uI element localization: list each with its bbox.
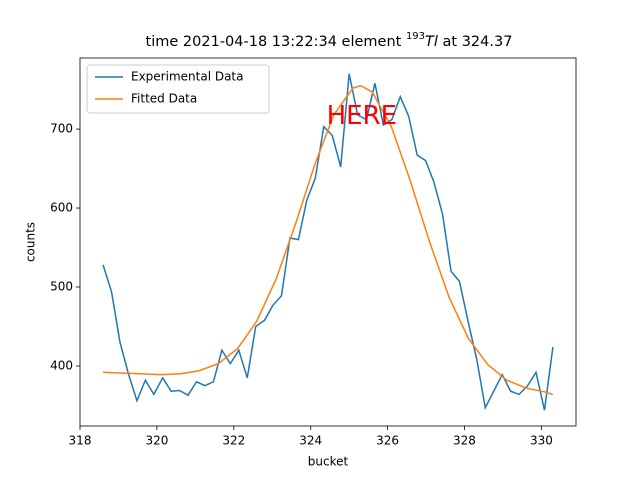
x-tick-label: 326 (376, 434, 399, 448)
x-tick-label: 330 (530, 434, 553, 448)
title-superscript: 193 (406, 31, 425, 42)
x-tick-label: 324 (299, 434, 322, 448)
y-tick-label: 500 (50, 280, 73, 294)
data-line (103, 84, 554, 396)
x-tick-label: 328 (453, 434, 476, 448)
title-element: Tl (425, 34, 438, 50)
y-tick-label: 400 (50, 358, 73, 372)
legend-label: Experimental Data (131, 70, 244, 84)
y-axis-label: counts (24, 222, 38, 262)
legend-box (86, 64, 270, 114)
x-tick-label: 320 (145, 434, 168, 448)
y-tick-label: 700 (50, 122, 73, 136)
chart-title: time 2021-04-18 13:22:34 element 193Tl a… (146, 31, 513, 50)
title-text: time 2021-04-18 13:22:34 element (146, 34, 406, 50)
axes-frame (79, 57, 577, 427)
legend-label: Fitted Data (131, 92, 197, 106)
title-text: at 324.37 (438, 34, 513, 50)
y-tick-label: 600 (50, 201, 73, 215)
x-axis-label: bucket (308, 455, 349, 469)
annotation: HERE (327, 101, 397, 131)
x-tick-label: 322 (222, 434, 245, 448)
x-tick-label: 318 (69, 434, 92, 448)
